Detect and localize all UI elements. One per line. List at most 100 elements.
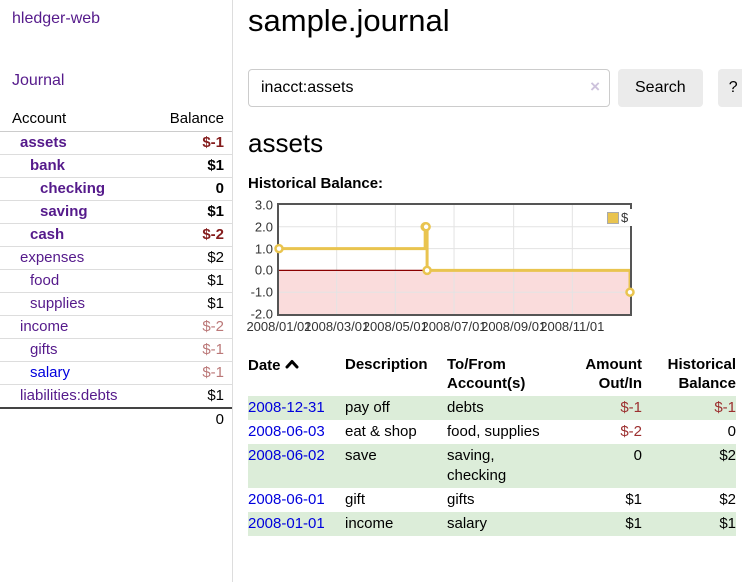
transaction-accounts-cell: salary bbox=[447, 512, 564, 536]
col-header-accounts[interactable]: To/From Account(s) bbox=[447, 356, 526, 392]
y-tick-label: 2.0 bbox=[254, 219, 273, 235]
account-balance: $-1 bbox=[202, 134, 224, 151]
y-tick-label: -2.0 bbox=[250, 306, 273, 322]
accounts-header-balance: Balance bbox=[151, 107, 232, 132]
transaction-row[interactable]: 2008-06-01 gift gifts $1 $2 bbox=[248, 488, 736, 512]
transaction-date-cell: 2008-01-01 bbox=[248, 512, 345, 536]
account-balance: $-1 bbox=[151, 338, 232, 362]
transaction-row[interactable]: 2008-06-03 eat & shop food, supplies $-2 0 bbox=[248, 420, 736, 444]
legend-label: $ bbox=[621, 210, 629, 225]
account-row: cash $-2 bbox=[0, 223, 232, 247]
spacer-cell bbox=[0, 407, 152, 431]
account-link[interactable]: expenses bbox=[20, 249, 85, 266]
transaction-description-cell: eat & shop bbox=[345, 423, 417, 440]
transaction-date-cell: 2008-06-02 bbox=[248, 444, 345, 488]
sort-ascending-icon bbox=[285, 355, 299, 374]
chart-legend: $ bbox=[606, 209, 632, 226]
x-tick-label: 2008/05/01 bbox=[362, 319, 428, 334]
search-form: × Search ? bbox=[248, 69, 742, 107]
clear-search-icon[interactable]: × bbox=[590, 77, 600, 96]
account-link[interactable]: supplies bbox=[30, 295, 86, 312]
account-row: saving $1 bbox=[0, 200, 232, 224]
account-balance: $1 bbox=[151, 292, 232, 316]
transaction-balance-cell: $-1 bbox=[642, 396, 736, 420]
account-name-cell: supplies bbox=[0, 292, 152, 316]
search-button[interactable]: Search bbox=[618, 69, 703, 107]
account-balance: $1 bbox=[151, 384, 232, 408]
register-account-heading: assets bbox=[248, 128, 324, 158]
account-link[interactable]: cash bbox=[30, 226, 65, 243]
y-tick-label: 1.0 bbox=[254, 241, 273, 257]
sidebar: hledger-web Journal Account Balance asse… bbox=[0, 0, 233, 582]
account-link[interactable]: assets bbox=[20, 134, 67, 151]
transaction-accounts-cell: gifts bbox=[447, 491, 475, 508]
transaction-row[interactable]: 2008-12-31 pay off debts $-1 $-1 bbox=[248, 396, 736, 420]
account-name-cell: checking bbox=[0, 177, 152, 201]
historical-balance-chart: 3.0 2.0 1.0 0.0 -1.0 -2.0 $ 2008/01/01 2008/03… bbox=[246, 198, 668, 341]
account-link[interactable]: saving bbox=[40, 203, 88, 220]
help-button[interactable]: ? bbox=[717, 69, 742, 107]
chart-title: Historical Balance: bbox=[248, 175, 384, 192]
transactions-header-row: Date Description To/From Account(s) Amou… bbox=[248, 354, 736, 396]
transaction-date-cell: 2008-06-01 bbox=[248, 488, 345, 512]
col-header-date[interactable]: Date bbox=[248, 354, 345, 396]
transaction-row[interactable]: 2008-06-02 save saving, checking 0 $2 bbox=[248, 444, 736, 488]
account-link[interactable]: bank bbox=[30, 157, 66, 174]
transaction-date-link[interactable]: 2008-01-01 bbox=[248, 515, 325, 532]
account-name-cell: food bbox=[0, 269, 152, 293]
account-row: food $1 bbox=[0, 269, 232, 293]
sidebar-item-journal[interactable]: Journal bbox=[12, 72, 65, 89]
account-link[interactable]: liabilities:debts bbox=[20, 387, 118, 404]
col-header-balance[interactable]: Historical Balance bbox=[667, 356, 736, 392]
account-link[interactable]: gifts bbox=[30, 341, 58, 358]
sidebar-nav: Journal bbox=[0, 72, 232, 90]
transaction-date-cell: 2008-06-03 bbox=[248, 420, 345, 444]
brand-link[interactable]: hledger-web bbox=[12, 10, 101, 27]
account-balance: $1 bbox=[151, 154, 232, 178]
account-balance: $2 bbox=[151, 246, 232, 270]
account-row: expenses $2 bbox=[0, 246, 232, 270]
account-row: supplies $1 bbox=[0, 292, 232, 316]
transaction-amount-cell: 0 bbox=[564, 444, 642, 488]
transaction-date-link[interactable]: 2008-06-01 bbox=[248, 491, 325, 508]
transaction-accounts-cell: debts bbox=[447, 396, 564, 420]
account-link[interactable]: salary bbox=[30, 364, 71, 381]
transaction-date-link[interactable]: 2008-06-02 bbox=[248, 447, 325, 464]
accounts-total-value: 0 bbox=[151, 407, 232, 431]
transaction-date-link[interactable]: 2008-12-31 bbox=[248, 399, 325, 416]
transaction-date-link[interactable]: 2008-06-03 bbox=[248, 423, 325, 440]
y-tick-label: 0.0 bbox=[254, 262, 273, 278]
account-name-cell: cash bbox=[0, 223, 152, 247]
account-link[interactable]: checking bbox=[40, 180, 106, 197]
transaction-balance-cell: $2 bbox=[642, 444, 736, 488]
account-balance: 0 bbox=[151, 177, 232, 201]
search-input-wrap: × bbox=[248, 69, 610, 107]
account-balance: $-2 bbox=[151, 315, 232, 339]
transaction-amount-cell: $1 bbox=[625, 491, 642, 508]
transaction-date-cell: 2008-12-31 bbox=[248, 396, 345, 420]
account-row: bank $1 bbox=[0, 154, 232, 178]
account-name-cell: saving bbox=[0, 200, 152, 224]
transaction-description-cell: pay off bbox=[345, 396, 447, 420]
transaction-amount-cell: $1 bbox=[564, 512, 642, 536]
account-balance: $1 bbox=[151, 269, 232, 293]
account-name-cell: liabilities:debts bbox=[0, 384, 152, 408]
account-link[interactable]: income bbox=[20, 318, 69, 335]
accounts-header-row: Account Balance bbox=[0, 107, 232, 132]
y-tick-label: 3.0 bbox=[254, 197, 273, 213]
account-name-cell: income bbox=[0, 315, 152, 339]
col-header-amount[interactable]: Amount Out/In bbox=[585, 356, 642, 392]
main-content: sample.journal × Search ? assets Histori… bbox=[233, 0, 742, 582]
transaction-accounts-cell: food, supplies bbox=[447, 423, 540, 440]
search-input[interactable] bbox=[248, 69, 610, 107]
transaction-balance-cell: $2 bbox=[719, 491, 736, 508]
transaction-row[interactable]: 2008-01-01 income salary $1 $1 bbox=[248, 512, 736, 536]
x-tick-label: 2008/01/01 bbox=[246, 319, 312, 334]
account-name-cell: salary bbox=[0, 361, 152, 385]
app-brand: hledger-web bbox=[0, 10, 232, 28]
x-tick-label: 2008/11/01 bbox=[540, 319, 605, 334]
col-header-description[interactable]: Description bbox=[345, 356, 428, 373]
account-link[interactable]: food bbox=[30, 272, 60, 289]
account-row: salary $-1 bbox=[0, 361, 232, 385]
